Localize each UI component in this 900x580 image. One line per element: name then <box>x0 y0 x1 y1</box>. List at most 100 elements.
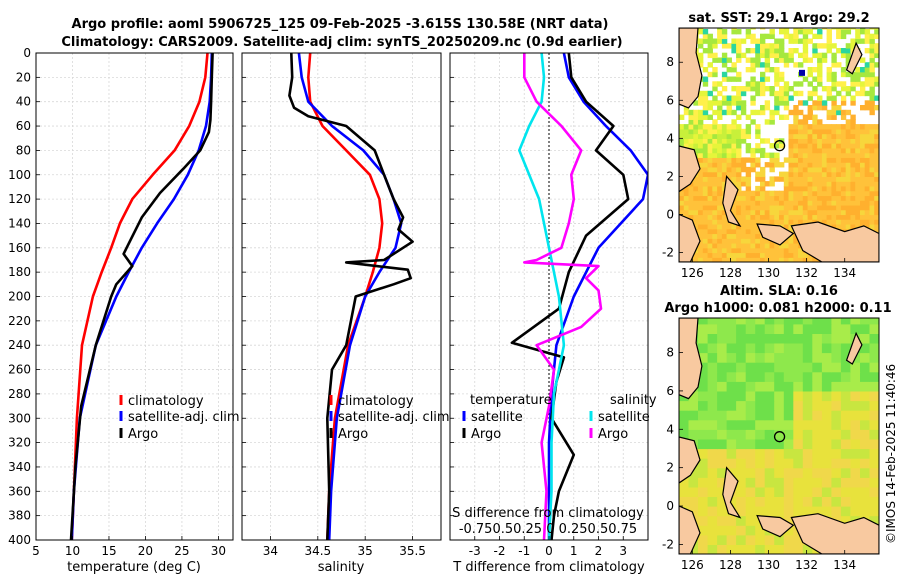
sla-cell <box>802 477 813 488</box>
sst-cell <box>850 128 856 135</box>
sla-map-frame <box>678 317 880 555</box>
sst-cell <box>845 219 852 225</box>
sst-cell <box>717 252 723 258</box>
sst-cell <box>802 48 809 54</box>
sst-cell <box>793 209 799 216</box>
sst-cell <box>693 119 699 125</box>
sst-cell <box>702 128 709 135</box>
sst-cell <box>683 204 690 211</box>
sst-cell <box>702 76 709 82</box>
sla-cell <box>755 448 766 459</box>
land-polygon <box>679 505 701 554</box>
sst-cell <box>855 29 861 35</box>
sst-cell <box>836 214 842 220</box>
sst-cell <box>864 124 871 130</box>
sst-cell <box>817 147 823 154</box>
sst-cell <box>736 204 742 211</box>
sla-cell <box>860 381 871 392</box>
depth-tick-label: 320 <box>8 436 31 450</box>
sst-cell <box>736 228 742 235</box>
sla-cell <box>850 458 861 469</box>
sla-cell <box>840 400 852 411</box>
sst-cell <box>874 133 879 139</box>
sla-cell <box>793 410 804 421</box>
sst-cell <box>731 247 737 254</box>
sst-cell <box>831 71 837 78</box>
sla-cell <box>736 323 747 334</box>
sst-cell <box>836 143 842 149</box>
sst-cell <box>864 157 871 163</box>
sst-cell <box>798 138 804 144</box>
sla-cell <box>793 352 804 363</box>
sst-cell <box>793 105 799 111</box>
sst-cell <box>817 209 823 216</box>
sst-cell <box>807 95 813 101</box>
sla-cell <box>707 506 718 517</box>
sst-cell <box>807 67 813 73</box>
sst-cell <box>779 57 785 63</box>
sst-cell <box>745 200 752 206</box>
sst-cell <box>769 181 775 187</box>
depth-tick-label: 340 <box>8 460 31 474</box>
sst-cell <box>798 100 804 106</box>
sst-cell <box>812 171 818 177</box>
sst-cell <box>869 219 875 225</box>
sla-cell <box>764 323 775 334</box>
sst-cell <box>855 166 861 173</box>
sst-cell <box>712 257 718 262</box>
sst-cell <box>712 133 718 139</box>
sst-cell <box>774 57 780 63</box>
sst-cell <box>702 181 709 187</box>
sst-cell <box>702 257 709 262</box>
sst-cell <box>740 38 747 44</box>
sst-cell <box>750 57 756 63</box>
sla-cell <box>831 419 842 430</box>
sst-cell <box>707 152 713 158</box>
sst-cell <box>721 157 728 163</box>
sst-cell <box>807 214 813 220</box>
sst-cell <box>731 252 737 258</box>
sst-cell <box>698 138 704 144</box>
sla-cell <box>707 467 718 478</box>
map-x-tick-label: 128 <box>719 558 742 572</box>
sst-cell <box>798 128 804 135</box>
sst-cell <box>826 157 832 163</box>
sla-cell <box>840 467 852 478</box>
sst-cell <box>740 52 747 59</box>
sla-cell <box>774 429 785 440</box>
sst-cell <box>817 76 823 82</box>
sst-cell <box>802 166 809 173</box>
sla-cell <box>802 333 813 344</box>
sla-cell <box>717 318 728 325</box>
sst-cell <box>783 195 790 201</box>
sst-cell <box>783 257 790 262</box>
sla-cell <box>850 390 861 402</box>
sst-cell <box>774 257 780 262</box>
sst-cell <box>764 209 771 216</box>
sst-cell <box>860 128 866 135</box>
sst-cell <box>788 162 794 168</box>
sla-cell <box>821 381 833 392</box>
sst-cell <box>726 43 732 49</box>
sst-cell <box>812 147 818 154</box>
sst-cell <box>850 204 856 211</box>
sst-cell <box>840 48 847 54</box>
sst-cell <box>717 195 723 201</box>
sst-cell <box>840 124 847 130</box>
sst-cell <box>836 124 842 130</box>
legend-label-climatology: climatology <box>338 394 414 409</box>
sst-cell <box>702 166 709 173</box>
depth-tick-label: 120 <box>8 192 31 206</box>
sst-cell <box>864 185 871 192</box>
sst-cell <box>869 71 875 78</box>
sst-cell <box>864 200 871 206</box>
sst-cell <box>802 114 809 120</box>
sst-cell <box>798 143 804 149</box>
sla-cell <box>802 318 813 325</box>
sst-cell <box>840 190 847 197</box>
sla-cell <box>698 371 709 382</box>
sst-cell <box>721 124 728 130</box>
sla-cell <box>717 419 728 430</box>
sst-cell <box>869 52 875 59</box>
sst-cell <box>755 171 761 177</box>
